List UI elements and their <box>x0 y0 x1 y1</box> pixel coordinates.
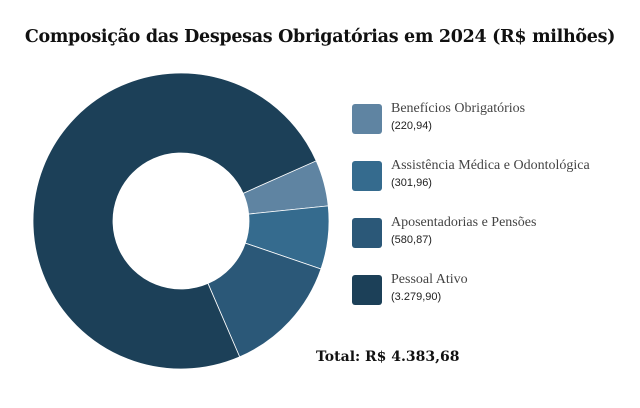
legend-label: Assistência Médica e Odontológica <box>391 158 590 173</box>
legend-value: (580,87) <box>391 234 432 246</box>
chart-title: Composição das Despesas Obrigatórias em … <box>24 27 616 47</box>
legend-value: (220,94) <box>391 120 432 132</box>
legend-value: (301,96) <box>391 177 432 189</box>
donut-slice <box>32 72 317 370</box>
legend-swatch <box>352 275 382 305</box>
legend-swatch <box>352 104 382 134</box>
legend-swatch <box>352 161 382 191</box>
total-label: Total: R$ 4.383,68 <box>316 349 460 365</box>
legend-value: (3.279,90) <box>391 291 442 303</box>
legend-label: Benefícios Obrigatórios <box>391 101 526 116</box>
legend-label: Aposentadorias e Pensões <box>391 215 537 230</box>
legend-swatch <box>352 218 382 248</box>
legend-label: Pessoal Ativo <box>391 272 468 287</box>
